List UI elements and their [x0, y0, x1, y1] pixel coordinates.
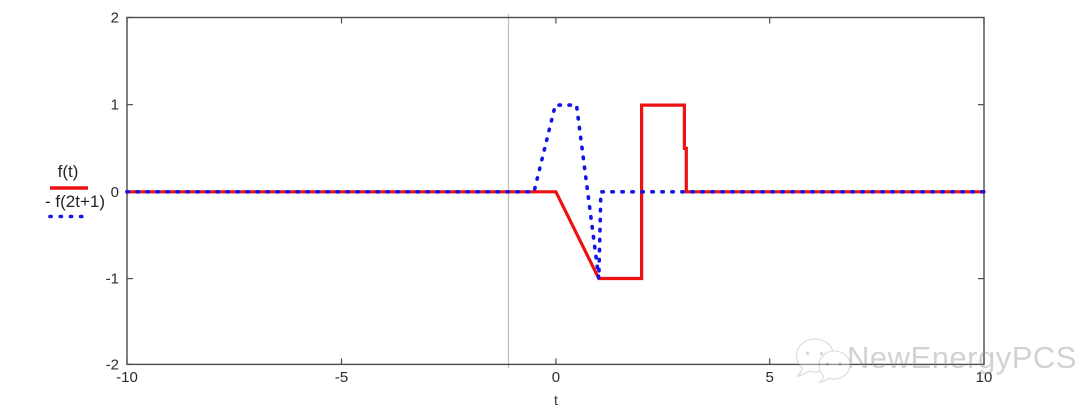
svg-text:0: 0: [111, 184, 119, 201]
svg-text:1: 1: [111, 97, 119, 114]
svg-text:0: 0: [552, 369, 560, 386]
svg-text:f(t): f(t): [58, 162, 79, 181]
svg-text:NewEnergyPCS: NewEnergyPCS: [847, 340, 1077, 375]
svg-text:-5: -5: [335, 369, 348, 386]
svg-text:- f(2t+1): - f(2t+1): [45, 192, 105, 211]
svg-text:-1: -1: [106, 271, 119, 288]
svg-text:5: 5: [766, 369, 774, 386]
svg-text:-2: -2: [106, 356, 119, 373]
svg-text:t: t: [554, 392, 558, 408]
svg-text:2: 2: [111, 10, 119, 27]
svg-text:-10: -10: [116, 369, 138, 386]
